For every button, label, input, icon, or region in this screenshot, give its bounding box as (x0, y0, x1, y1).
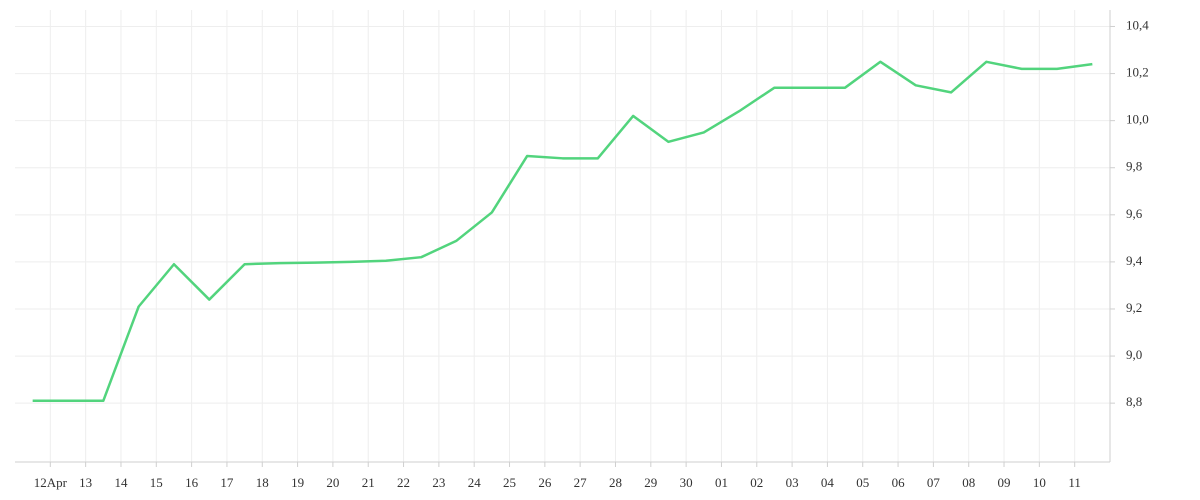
x-tick-label: 13 (79, 475, 92, 490)
x-tick-label: 16 (185, 475, 199, 490)
x-tick-label: 05 (856, 475, 869, 490)
y-tick-label: 10,4 (1126, 17, 1149, 32)
x-tick-label: 11 (1068, 475, 1081, 490)
y-tick-label: 9,4 (1126, 253, 1143, 268)
y-tick-label: 10,0 (1126, 112, 1149, 127)
y-tick-label: 9,6 (1126, 206, 1143, 221)
x-tick-label: 20 (326, 475, 339, 490)
x-tick-label: 06 (892, 475, 906, 490)
line (32, 60, 1093, 403)
x-tick-label: 02 (750, 475, 763, 490)
x-tick-label: 10 (1033, 475, 1046, 490)
y-tick-label: 8,8 (1126, 394, 1142, 409)
x-tick-label: 28 (609, 475, 622, 490)
x-tick-label: 22 (397, 475, 410, 490)
y-tick-label: 10,2 (1126, 65, 1149, 80)
x-tick-label: 23 (432, 475, 445, 490)
x-tick-label: 24 (468, 475, 482, 490)
y-tick-label: 9,0 (1126, 347, 1142, 362)
x-tick-label: 27 (574, 475, 588, 490)
x-tick-label: 08 (962, 475, 975, 490)
x-tick-label: 15 (150, 475, 163, 490)
x-tick-label: 21 (362, 475, 375, 490)
x-tick-label: 18 (256, 475, 269, 490)
x-tick-label: 19 (291, 475, 304, 490)
x-tick-label: 09 (998, 475, 1011, 490)
x-tick-label: 14 (114, 475, 128, 490)
grid (15, 10, 1110, 462)
x-tick-label: 04 (821, 475, 835, 490)
x-tick-label: 30 (680, 475, 693, 490)
x-tick-label: 03 (786, 475, 799, 490)
y-tick-label: 9,8 (1126, 159, 1142, 174)
x-tick-label: 29 (644, 475, 657, 490)
x-tick-label: 17 (220, 475, 234, 490)
x-tick-label: 25 (503, 475, 516, 490)
x-tick-label: 12Apr (34, 475, 68, 490)
x-tick-label: 07 (927, 475, 941, 490)
x-tick-label: 01 (715, 475, 728, 490)
y-tick-label: 9,2 (1126, 300, 1142, 315)
x-tick-label: 26 (538, 475, 552, 490)
